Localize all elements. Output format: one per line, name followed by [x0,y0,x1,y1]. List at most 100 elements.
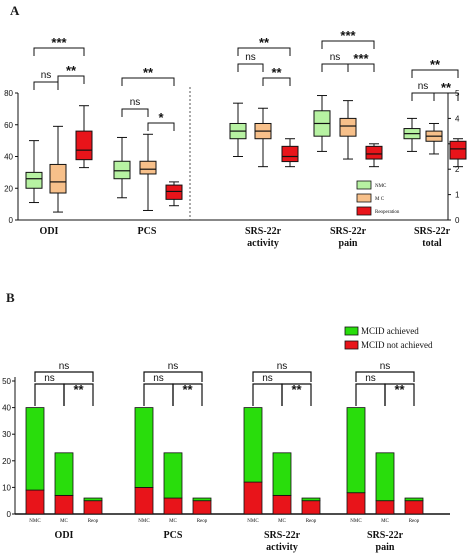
bar-segment-achieved [83,497,103,502]
box-iqr [281,145,299,163]
bar-group-label: MC [381,519,389,524]
category-label: activity [247,238,279,249]
box-m-c [425,122,443,155]
left-tick-label: 80 [4,89,13,98]
sig-label: ** [271,65,282,80]
sig-bracket [355,371,415,382]
bar-group-label: Reop [409,519,420,524]
panel-a-label: A [10,3,20,18]
legend-swatch [356,193,372,203]
sig-label: ns [330,52,341,63]
sig-label: ns [153,373,164,384]
bar-group-label: NMC [138,519,150,524]
sig-bracket [262,77,291,86]
bar-segment-not-achieved [163,497,183,515]
box-iqr [339,117,357,137]
bar-nmc [25,407,45,515]
sig-bracket [121,108,149,117]
sig-label: ns [380,361,391,372]
sig-label: ** [66,63,77,78]
right-tick-label: 2 [455,165,460,174]
bar-segment-not-achieved [25,489,45,515]
legend-swatch [344,340,359,350]
left-tick-label: 0 [9,216,14,225]
sig-label: ns [277,361,288,372]
panel-a-boxplot: 020406080012345ns*****ODIns***PCSns****S… [4,28,467,249]
bar-segment-not-achieved [192,500,212,515]
y-tick-label: 50 [2,377,11,386]
sig-bracket [281,383,312,406]
sig-bracket [147,122,175,131]
category-label: pain [376,542,395,553]
bar-segment-not-achieved [54,494,74,515]
bar-reop [404,497,424,515]
legend-swatch [356,180,372,190]
category-label: SRS-22r [330,226,367,237]
bar-segment-not-achieved [404,500,424,515]
bar-segment-not-achieved [375,500,395,515]
bar-group-label: MC [60,519,68,524]
sig-label: ** [441,80,452,95]
bar-segment-achieved [375,452,395,502]
box-nmc [403,117,421,152]
box-m-c [339,100,357,160]
sig-label: ns [130,97,141,108]
sig-bracket [384,383,415,406]
sig-bracket [411,69,459,78]
category-label: total [422,238,442,249]
bar-nmc [134,407,154,515]
legend-label: Reoperation [375,210,400,215]
bar-segment-not-achieved [301,500,321,515]
sig-bracket [121,77,175,86]
right-tick-label: 0 [455,216,460,225]
y-tick-label: 30 [2,430,11,439]
box-reoperation [281,138,299,168]
sig-bracket [252,371,312,382]
sig-bracket [34,383,65,406]
bar-segment-achieved [134,407,154,488]
category-label: SRS-22r [414,226,451,237]
bar-reop [192,497,212,515]
left-tick-label: 40 [4,153,13,162]
bar-group-label: Reop [306,519,317,524]
category-label: SRS-22r [367,530,404,541]
panel-b-label: B [6,290,15,305]
bar-group-label: Reop [88,519,99,524]
legend-label: MCID not achieved [361,340,433,350]
y-tick-label: 10 [2,483,11,492]
sig-label: ** [73,382,84,397]
bar-segment-not-achieved [272,494,292,515]
bar-segment-achieved [192,497,212,502]
sig-bracket [347,63,375,72]
sig-bracket [252,383,283,406]
legend-label: NMC [375,184,387,189]
bar-mc [163,452,183,515]
sig-label: *** [340,28,356,43]
right-tick-label: 1 [455,191,460,200]
bar-segment-not-achieved [134,486,154,515]
bar-segment-achieved [301,497,321,502]
box-nmc [113,136,131,199]
right-tick-label: 4 [455,114,460,123]
sig-label: ns [168,361,179,372]
category-label: SRS-22r [245,226,282,237]
box-iqr [75,130,93,161]
sig-label: ns [418,81,429,92]
legend-label: M C [375,197,385,202]
left-tick-label: 20 [4,184,13,193]
sig-bracket [33,81,59,90]
sig-bracket [321,40,375,49]
box-iqr [25,171,43,189]
bar-mc [375,452,395,515]
box-iqr [49,163,67,194]
box-nmc [229,102,247,157]
bar-segment-achieved [404,497,424,502]
y-tick-label: 40 [2,404,11,413]
sig-bracket [411,92,435,101]
sig-label: ns [262,373,273,384]
bar-segment-achieved [54,452,74,496]
category-label: SRS-22r [264,530,301,541]
bar-reop [83,497,103,515]
y-tick-label: 20 [2,457,11,466]
